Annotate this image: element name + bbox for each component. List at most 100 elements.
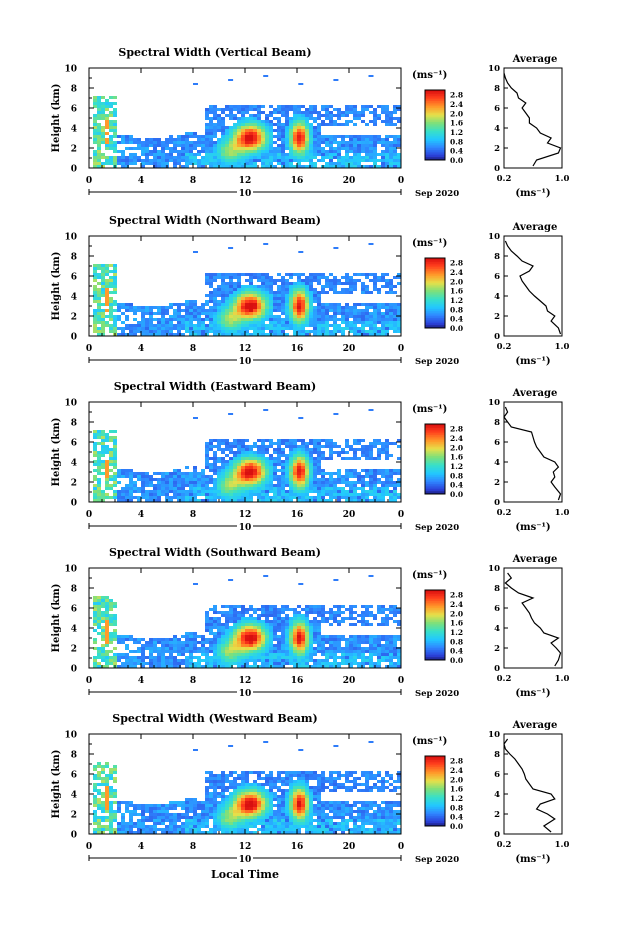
colorbar-segment: [425, 308, 445, 311]
colorbar-segment: [425, 653, 445, 656]
colorbar-tick-label: 2.0: [450, 443, 463, 452]
high-speck: [368, 741, 374, 743]
average-y-tick-label: 6: [494, 272, 500, 282]
colorbar-segment: [425, 792, 445, 795]
colorbar-segment: [425, 812, 445, 815]
colorbar-segment: [425, 125, 445, 128]
x-tick-label: 12: [239, 842, 252, 852]
average-x-tick-label: 0.2: [497, 840, 512, 850]
colorbar-segment: [425, 474, 445, 477]
x-tick-label: 0: [398, 176, 404, 186]
colorbar-segment: [425, 277, 445, 280]
high-speck: [368, 243, 374, 245]
y-tick-label: 2: [71, 811, 77, 821]
colorbar-segment: [425, 490, 445, 493]
average-x-tick-label: 0.2: [497, 674, 512, 684]
colorbar-segment: [425, 90, 445, 93]
average-y-tick-label: 4: [494, 458, 500, 468]
colorbar-segment: [425, 112, 445, 115]
colorbar-segment: [425, 639, 445, 642]
panel-title: Spectral Width (Vertical Beam): [118, 46, 311, 59]
colorbar-segment: [425, 104, 445, 107]
colorbar-segment: [425, 766, 445, 769]
y-tick-label: 0: [71, 333, 77, 343]
colorbar-segment: [425, 314, 445, 317]
x-tick-label: 20: [343, 176, 356, 186]
average-profile-line: [503, 72, 562, 167]
colorbar-segment: [425, 102, 445, 105]
day-label-bg: [237, 188, 253, 196]
colorbar-segment: [425, 114, 445, 117]
colorbar-segment: [425, 326, 445, 329]
colorbar-unit: (ms⁻¹): [412, 404, 447, 415]
average-frame: [503, 567, 563, 669]
colorbar-segment: [425, 764, 445, 767]
average-x-label: (ms⁻¹): [515, 188, 550, 199]
heatmap-cells: [93, 75, 401, 168]
average-y-tick-label: 10: [488, 232, 500, 242]
colorbar-segment: [425, 473, 445, 476]
average-x-tick-label: 1.0: [555, 174, 570, 184]
y-tick-label: 10: [64, 233, 77, 243]
panel-4: Spectral Width (Southward Beam)0246810He…: [51, 546, 569, 699]
colorbar-segment: [425, 126, 445, 129]
average-x-tick-label: 0.2: [497, 342, 512, 352]
colorbar-segment: [425, 597, 445, 600]
colorbar-segment: [425, 452, 445, 455]
average-y-tick-label: 6: [494, 770, 500, 780]
high-speck: [263, 575, 269, 577]
y-tick-label: 6: [71, 273, 77, 283]
colorbar-segment: [425, 469, 445, 472]
colorbar-segment: [425, 286, 445, 289]
x-tick-label: 0: [398, 344, 404, 354]
colorbar-tick-label: 0.8: [450, 305, 463, 314]
y-axis-label: Height (km): [51, 252, 62, 321]
date-label: Sep 2020: [415, 189, 459, 199]
colorbar-segment: [425, 300, 445, 303]
average-y-tick-label: 2: [494, 810, 500, 820]
average-y-tick-label: 8: [494, 584, 500, 594]
colorbar-tick-label: 0.4: [450, 147, 463, 156]
colorbar-frame: [424, 257, 446, 329]
colorbar-segment: [425, 301, 445, 304]
colorbar-segment: [425, 261, 445, 264]
colorbar-segment: [425, 453, 445, 456]
high-speck: [193, 83, 198, 85]
colorbar-segment: [425, 111, 445, 114]
average-frame: [503, 235, 563, 337]
y-tick-label: 6: [71, 105, 77, 115]
colorbar-segment: [425, 462, 445, 465]
colorbar-tick-label: 2.8: [450, 425, 463, 434]
colorbar-segment: [425, 492, 445, 495]
y-tick-label: 10: [64, 565, 77, 575]
colorbar-segment: [425, 771, 445, 774]
x-tick-label: 20: [343, 676, 356, 686]
x-tick-label: 16: [291, 510, 304, 520]
high-speck: [298, 749, 304, 751]
colorbar-segment: [425, 808, 445, 811]
day-label: 10: [239, 523, 252, 533]
high-speck: [298, 251, 304, 253]
colorbar-segment: [425, 476, 445, 479]
y-tick-label: 8: [71, 751, 77, 761]
colorbar-segment: [425, 294, 445, 297]
y-tick-label: 4: [71, 293, 77, 303]
average-y-tick-label: 10: [488, 564, 500, 574]
high-speck: [228, 247, 234, 249]
x-tick-label: 12: [239, 510, 252, 520]
colorbar-segment: [425, 464, 445, 467]
colorbar-segment: [425, 270, 445, 273]
colorbar-frame: [424, 423, 446, 495]
colorbar-tick-label: 2.4: [450, 268, 463, 277]
colorbar-segment: [425, 787, 445, 790]
colorbar-segment: [425, 450, 445, 453]
colorbar-segment: [425, 158, 445, 161]
average-y-tick-label: 0: [494, 830, 500, 840]
average-title: Average: [512, 54, 558, 65]
colorbar-segment: [425, 782, 445, 785]
colorbar-segment: [425, 312, 445, 315]
y-tick-label: 2: [71, 479, 77, 489]
colorbar-segment: [425, 147, 445, 150]
average-x-tick-label: 1.0: [555, 674, 570, 684]
colorbar-segment: [425, 434, 445, 437]
